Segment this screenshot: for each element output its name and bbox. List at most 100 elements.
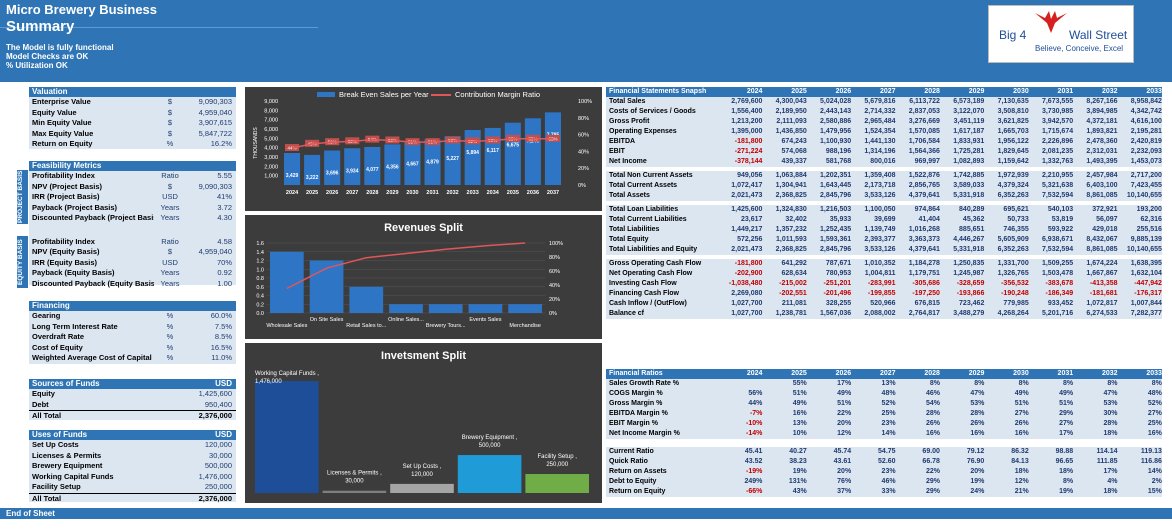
row-label: Net Income Margin % [609, 430, 680, 437]
row-label: Return on Equity [609, 488, 666, 495]
metric-unit: USD [162, 192, 178, 201]
row-value: 1,326,765 [997, 270, 1029, 277]
row-value: 1,715,674 [1041, 128, 1074, 135]
row-value: 3,533,126 [864, 246, 896, 253]
year-header: 2027 [879, 370, 896, 377]
row-value: 429,018 [1092, 226, 1118, 233]
metric-unit: % [166, 321, 174, 331]
row-value: 33% [881, 488, 896, 495]
row-value: 1,007,844 [1130, 300, 1162, 307]
metric-value: 1,425,600 [198, 389, 232, 398]
row-value: 5,679,816 [864, 98, 896, 105]
row-value: -199,855 [867, 290, 896, 297]
metric-value: 4,959,040 [198, 107, 232, 117]
row-value: 1,202,351 [820, 172, 852, 179]
year-header: 2030 [1013, 88, 1029, 95]
row-value: 255,516 [1136, 226, 1162, 233]
row-value: -7% [749, 410, 763, 417]
statement-row: Sales Growth Rate % 55% 17% 13% 8% 8% 8% 8% 8% 8% [606, 379, 1162, 389]
row-value: 28% [1103, 420, 1118, 427]
row-value: 52% [881, 400, 896, 407]
row-value: 26% [925, 420, 940, 427]
row-value: 30% [1103, 410, 1118, 417]
metric-row: Working Capital Funds 1,476,000 [29, 472, 236, 483]
row-value: 3,730,985 [1041, 108, 1074, 115]
row-value: 1,100,050 [864, 206, 896, 213]
equity-basis-tab: EQUITY BASIS [17, 236, 28, 288]
row-value: 111.85 [1096, 458, 1118, 465]
legend-label: Break Even Sales per Year [339, 90, 429, 99]
row-label: COGS Margin % [609, 390, 663, 397]
metric-row: Brewery Equipment 500,000 [29, 461, 236, 472]
row-value: 885,651 [959, 226, 985, 233]
row-value: 2,021,473 [731, 192, 763, 199]
y-tick-label: 6,000 [264, 127, 278, 133]
header-divider [0, 27, 318, 28]
metric-row: Max Equity Value $5,847,722 [29, 129, 236, 140]
metric-label: Enterprise Value [32, 97, 91, 106]
metric-value: 950,400 [204, 399, 232, 409]
project-basis-tab: PROJECT BASIS [17, 170, 28, 224]
row-label: Gross Operating Cash Flow [609, 260, 702, 267]
row-value: 1,072,417 [731, 182, 763, 189]
row-value: 4,342,742 [1130, 108, 1162, 115]
logo-brand-2: Wall Street [1069, 28, 1128, 42]
bar [322, 490, 387, 493]
metric-label: IRR (Project Basis) [32, 192, 100, 201]
row-value: 50,733 [1007, 216, 1029, 223]
row-value: 27% [1059, 420, 1074, 427]
metric-row: IRR (Equity Basis) USD 70% [29, 258, 236, 269]
statement-row: Total Assets 2,021,473 2,368,825 2,845,796 3… [606, 191, 1162, 201]
row-label: Sales Growth Rate % [609, 380, 680, 387]
row-value: 66.78 [922, 458, 940, 465]
statement-row: Net Operating Cash Flow -202,900 628,634 78… [606, 269, 1162, 279]
row-value: 674,243 [781, 138, 807, 145]
metric-value: 9,090,303 [198, 181, 232, 191]
row-value: 2,420,819 [1130, 138, 1162, 145]
row-value: 2,021,473 [731, 246, 763, 253]
row-value: 51% [837, 400, 852, 407]
row-value: 8% [1151, 380, 1162, 387]
metric-value: 3,907,615 [198, 118, 232, 127]
statement-row: Return on Equity -66% 43% 37% 33% 29% 24% 21% 19… [606, 487, 1162, 497]
bar-data-label: Working Capital Funds , [255, 371, 319, 377]
row-value: 3,488,279 [953, 310, 985, 317]
row-value: 51% [1059, 400, 1074, 407]
metric-unit: $ [167, 181, 173, 191]
metric-row: Facility Setup 250,000 [29, 482, 236, 493]
year-header: 2033 [1146, 370, 1162, 377]
statement-block: Sales Growth Rate % 55% 17% 13% 8% 8% 8% 8% 8% 8%… [606, 379, 1162, 439]
y-axis-label: THOUSANDS [253, 127, 259, 159]
investment-split-title: Invetsment Split [381, 350, 466, 362]
row-value: 1,643,445 [820, 182, 852, 189]
row-label: EBIT [609, 148, 625, 155]
x-tick-label: Online Sales... [388, 317, 424, 323]
row-value: 16% [1147, 430, 1162, 437]
row-value: 7,673,555 [1041, 98, 1074, 105]
total-label: All Total [32, 411, 62, 420]
y2-tick-label: 40% [549, 283, 560, 289]
metric-label: Overdraft Rate [32, 332, 85, 341]
bar [304, 154, 321, 185]
metric-label: Long Term Interest Rate [32, 321, 118, 331]
x-tick-label: 2028 [366, 190, 378, 196]
row-value: 53,819 [1051, 216, 1074, 223]
row-value: 1,250,835 [953, 260, 985, 267]
row-value: 40.27 [789, 448, 807, 455]
row-value: 2,457,984 [1086, 172, 1118, 179]
row-value: 1,479,956 [820, 128, 852, 135]
row-value: 3,589,033 [953, 182, 985, 189]
row-value: -383,678 [1045, 280, 1074, 287]
metric-label: Payback (Project Basis) [32, 202, 118, 212]
row-value: 969,997 [914, 158, 940, 165]
financing-title: Financing [29, 301, 236, 311]
row-value: 2,088,002 [864, 310, 896, 317]
sources-title: Sources of Funds USD [29, 379, 236, 389]
row-label: Operating Expenses [609, 128, 677, 135]
row-value: 6,938,671 [1041, 236, 1074, 243]
bar [384, 144, 401, 185]
row-label: Total Sales [609, 98, 646, 105]
row-value: 6,113,722 [909, 98, 940, 105]
metric-row: Return on Equity% 16.2% [29, 139, 236, 150]
statement-row: Total Loan Liabilities 1,425,600 1,324,830… [606, 205, 1162, 215]
